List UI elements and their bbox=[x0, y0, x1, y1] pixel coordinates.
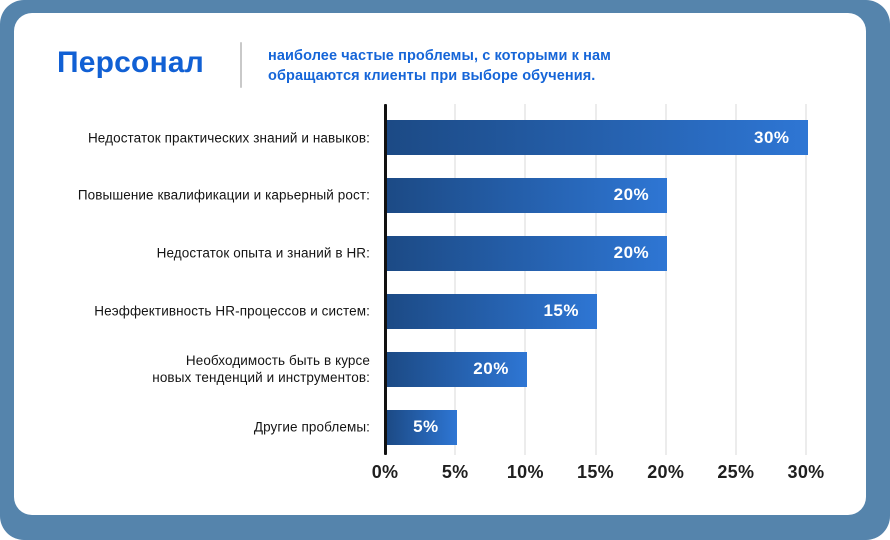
page-title: Персонал bbox=[57, 46, 205, 79]
bar: 20% bbox=[386, 235, 668, 271]
page-subtitle-line-1: наиболее частые проблемы, с которыми к н… bbox=[268, 48, 611, 64]
bar: 30% bbox=[386, 120, 808, 155]
header-divider bbox=[240, 42, 242, 88]
category-label: Недостаток практических знаний и навыков… bbox=[87, 130, 370, 145]
x-tick-label: 30% bbox=[787, 462, 825, 482]
bar-value-label: 20% bbox=[613, 185, 650, 205]
category-label: Недостаток опыта и знаний в HR: bbox=[156, 245, 370, 261]
x-tick-label: 20% bbox=[647, 462, 685, 482]
bar: 20% bbox=[386, 177, 668, 213]
x-tick-label: 5% bbox=[441, 462, 469, 482]
slide-card: Персонал наиболее частые проблемы, с кот… bbox=[14, 13, 866, 515]
gridline bbox=[734, 104, 737, 455]
bar-chart: Недостаток практических знаний и навыков… bbox=[14, 13, 866, 515]
gridline bbox=[594, 104, 597, 455]
category-label: Другие проблемы: bbox=[253, 419, 370, 435]
bar-value-label: 30% bbox=[753, 127, 790, 147]
bar-value-label: 20% bbox=[473, 359, 509, 379]
bar: 5% bbox=[386, 409, 457, 445]
gridline bbox=[454, 104, 457, 455]
y-axis-line bbox=[383, 104, 387, 455]
page-subtitle: наиболее частые проблемы, с которыми к н… bbox=[268, 46, 611, 86]
x-tick-label: 0% bbox=[371, 462, 399, 482]
page-subtitle-line-2: обращаются клиенты при выборе обучения. bbox=[268, 68, 596, 84]
bar: 15% bbox=[386, 293, 597, 329]
bar: 20% bbox=[386, 351, 527, 387]
bar-value-label: 5% bbox=[413, 417, 439, 436]
category-label: Неэффективность HR-процессов и систем: bbox=[94, 303, 370, 319]
x-tick-label: 15% bbox=[577, 462, 614, 482]
bar-value-label: 15% bbox=[543, 301, 579, 321]
x-tick-label: 10% bbox=[506, 462, 544, 482]
category-label: Повышение квалификации и карьерный рост: bbox=[77, 187, 370, 203]
x-tick-label: 25% bbox=[717, 462, 755, 482]
gridline bbox=[805, 104, 808, 455]
gridline bbox=[524, 104, 527, 455]
category-label: Необходимость быть в курсе новых тенденц… bbox=[152, 353, 370, 386]
gridline bbox=[664, 104, 667, 455]
bar-value-label: 20% bbox=[613, 243, 650, 263]
